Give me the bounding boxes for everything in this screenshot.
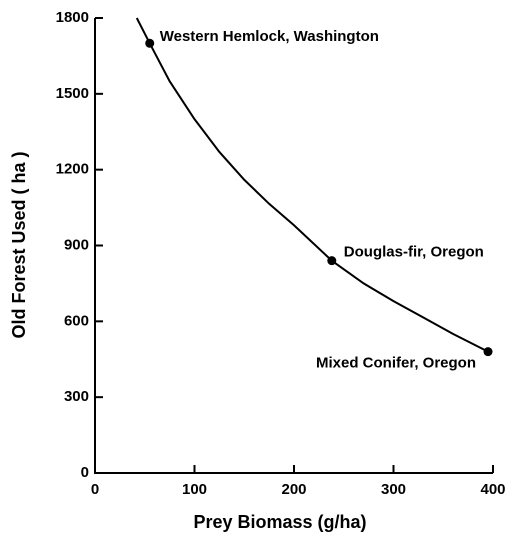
y-tick-label: 1500 xyxy=(56,85,89,102)
x-tick-label: 200 xyxy=(281,481,306,498)
x-tick-label: 0 xyxy=(91,481,99,498)
y-tick-label: 1200 xyxy=(56,161,89,178)
y-tick-label: 300 xyxy=(64,388,89,405)
point-label: Douglas-fir, Oregon xyxy=(344,244,484,261)
y-tick-label: 0 xyxy=(81,464,89,481)
y-axis-title: Old Forest Used ( ha ) xyxy=(9,151,29,338)
y-tick-label: 1800 xyxy=(56,9,89,26)
y-tick-label: 900 xyxy=(64,236,89,253)
fit-curve xyxy=(135,17,489,353)
x-tick-label: 100 xyxy=(182,481,207,498)
y-tick-label: 600 xyxy=(64,312,89,329)
x-axis-title: Prey Biomass (g/ha) xyxy=(193,512,366,532)
x-tick-label: 300 xyxy=(381,481,406,498)
data-point xyxy=(327,256,337,266)
point-label: Western Hemlock, Washington xyxy=(160,28,379,45)
data-point xyxy=(145,38,155,48)
x-tick-label: 400 xyxy=(480,481,505,498)
point-label: Mixed Conifer, Oregon xyxy=(316,355,476,372)
data-point xyxy=(483,347,493,357)
